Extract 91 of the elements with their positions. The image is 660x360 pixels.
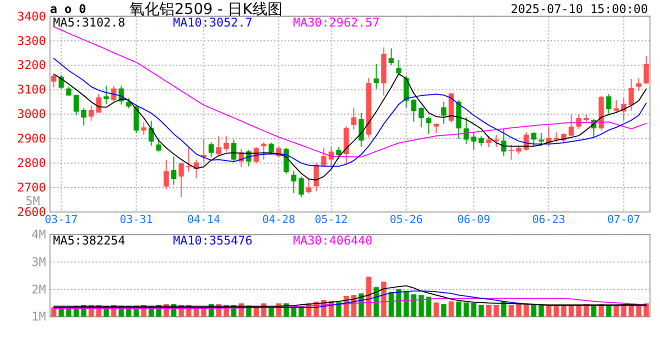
candlestick [186,147,192,172]
candlestick [426,116,432,134]
candlestick [81,108,86,126]
candlestick [388,48,394,66]
y-tick-label: 3M [32,254,46,269]
candlestick [231,139,236,163]
candlestick [396,59,402,76]
y-tick-label: 2M [32,282,46,296]
candlestick [554,132,559,143]
candlestick [104,85,109,105]
candlestick [538,132,544,147]
y-tick-label: 4M [32,228,46,242]
text: MA30:2962.57 [293,15,380,30]
text: MA10:355476 [173,234,252,248]
candlestick [261,142,266,160]
candlestick [494,134,499,148]
candlestick [486,135,492,148]
candlestick [284,147,289,174]
text: MA5:382254 [53,234,126,248]
candlestick [178,162,184,198]
x-tick-label: 06-09 [457,213,490,226]
candlestick [501,128,506,157]
text: 5M [26,194,40,208]
candlestick [441,101,446,124]
candlestick [51,74,56,88]
candlestick [508,144,514,160]
x-tick-label: 03-31 [120,213,153,226]
candlestick [88,105,94,122]
line-series [53,298,647,309]
candlestick [306,178,312,194]
text: MA5:3102.8 [53,15,126,30]
chart-subtitle: 2025-07-10 15:00:00 [510,2,648,16]
candlestick [164,159,169,190]
candlestick [141,122,146,136]
candlestick [156,139,162,152]
candlestick [568,114,574,137]
text: MA30:406440 [293,234,372,248]
y-tick-label: 3100 [17,82,46,97]
candlestick [471,132,476,150]
x-tick-label: 04-14 [187,213,221,226]
candlestick [298,176,304,198]
y-tick-label: 2700 [17,180,46,195]
candlestick [321,147,326,168]
candlestick [58,74,64,90]
y-tick-label: 2600 [17,205,46,219]
line-series [53,290,647,308]
candlestick [606,94,612,114]
text: a o 0 [50,2,86,16]
x-tick-label: 04-28 [262,213,296,226]
candlestick [478,136,484,147]
candlestick [224,136,229,152]
x-tick-label: 05-12 [314,213,348,226]
candlestick [576,114,582,130]
candlestick [411,98,416,122]
y-tick-label: 3000 [17,107,46,122]
candlestick [358,112,364,148]
y-tick-label: 3200 [17,58,46,72]
candlestick [216,136,222,156]
candlestick [628,78,634,112]
y-tick-label: 1M [32,310,46,324]
x-tick-label: 05-26 [390,213,423,226]
candlestick [111,85,116,103]
candlestick [171,156,176,186]
y-tick-label: 2900 [17,132,46,146]
candlestick [291,170,296,194]
candlestick [126,98,132,109]
candlestick [328,146,334,167]
y-tick-label: 3400 [17,9,46,24]
candlestick [336,146,342,160]
x-tick-label: 06-23 [532,213,566,226]
candlestick [464,116,469,144]
chart-title: 氧化铝2509 - 日K线图 [130,0,282,18]
candlestick [74,94,79,116]
candlestick [374,64,379,90]
candlestick [404,75,409,108]
candlestick [644,55,649,85]
y-tick-label: 3300 [17,34,46,48]
x-tick-label: 07-07 [607,213,640,226]
candlestick [434,122,439,134]
candlestick [351,108,356,130]
x-tick-label: 03-17 [44,213,78,226]
candlestick [531,132,536,147]
candlestick [636,78,642,92]
candlestick [148,120,154,146]
candlestick [134,104,139,134]
candlestick [208,142,214,158]
candlestick [418,106,424,128]
line-series [53,285,647,307]
text: MA10:3052.7 [173,15,252,30]
y-tick-label: 2800 [17,156,46,170]
candlestick [314,162,319,192]
